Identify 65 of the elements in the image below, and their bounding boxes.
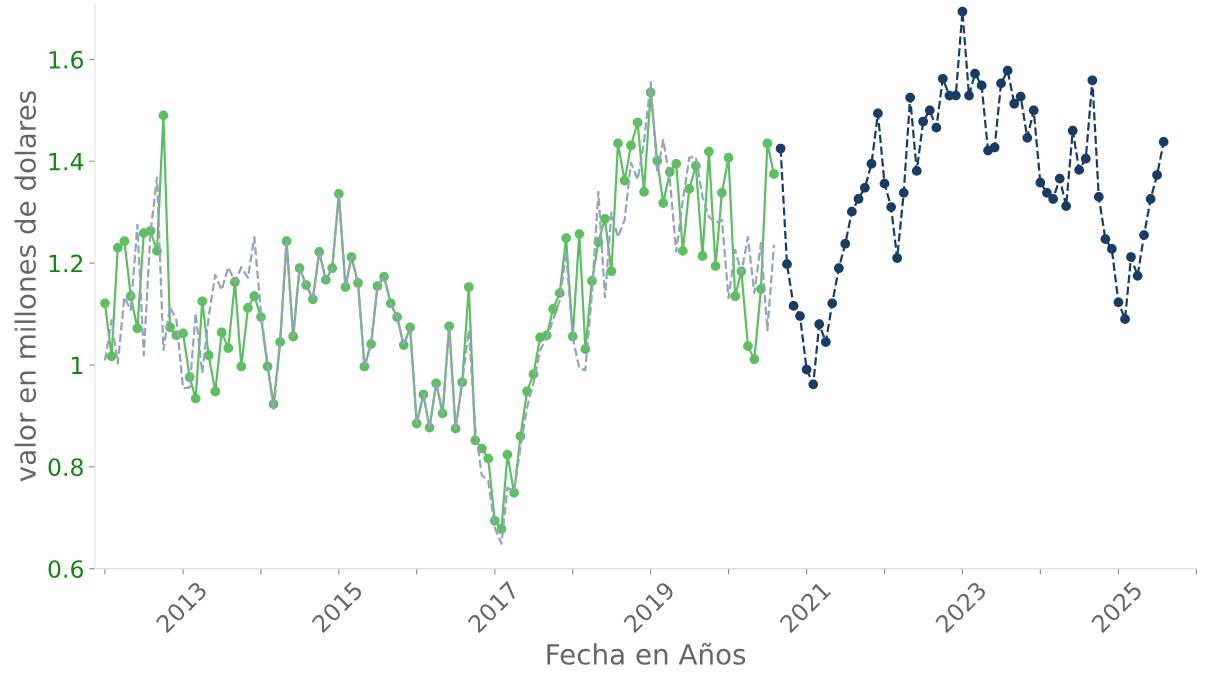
y-tick-label: 1.2 xyxy=(49,254,83,273)
point xyxy=(1145,194,1156,204)
point xyxy=(1022,132,1033,143)
point xyxy=(1080,153,1091,164)
point xyxy=(1139,230,1149,240)
point xyxy=(879,178,890,189)
point xyxy=(873,108,883,119)
point xyxy=(886,202,896,212)
y-tick-label: 1 xyxy=(72,356,83,374)
y-tick-label: 0.6 xyxy=(48,560,84,578)
point xyxy=(860,182,870,193)
point xyxy=(976,80,987,91)
point xyxy=(892,253,902,263)
point xyxy=(1054,173,1065,184)
point xyxy=(1067,125,1078,136)
point xyxy=(989,142,1000,153)
point xyxy=(1087,75,1098,86)
point xyxy=(937,73,948,84)
y-tick-label: 0.8 xyxy=(48,458,83,477)
point xyxy=(1152,170,1162,180)
point xyxy=(1042,187,1052,198)
point xyxy=(924,105,935,116)
point xyxy=(834,263,844,274)
point xyxy=(931,122,942,133)
point xyxy=(1126,252,1136,262)
point xyxy=(1158,137,1169,147)
point xyxy=(801,364,812,375)
point xyxy=(788,301,799,311)
point xyxy=(898,187,909,198)
point xyxy=(905,92,915,103)
point xyxy=(827,298,838,309)
point xyxy=(782,259,792,269)
point xyxy=(1120,314,1130,324)
point xyxy=(820,337,831,347)
point xyxy=(1028,105,1039,116)
point xyxy=(847,206,857,217)
point xyxy=(1093,192,1104,202)
point xyxy=(964,90,974,101)
point xyxy=(1035,177,1046,188)
point xyxy=(866,158,877,169)
point xyxy=(1061,201,1071,211)
point xyxy=(1048,194,1058,204)
point xyxy=(1015,91,1026,102)
point xyxy=(795,311,805,321)
point xyxy=(1009,98,1020,109)
point xyxy=(970,68,980,79)
point xyxy=(911,166,922,176)
point xyxy=(775,143,786,154)
x-axis-title: Fecha en Años xyxy=(547,642,746,665)
point xyxy=(1113,297,1124,308)
point xyxy=(1074,165,1085,175)
point xyxy=(1132,270,1143,281)
point xyxy=(853,194,864,204)
point xyxy=(996,78,1006,89)
point xyxy=(808,379,819,390)
point xyxy=(918,116,929,127)
point xyxy=(1100,234,1111,245)
point xyxy=(840,238,851,249)
point xyxy=(814,319,825,330)
y-tick-label: 1.6 xyxy=(49,50,84,69)
point xyxy=(957,6,968,17)
y-tick-label: 1.4 xyxy=(49,153,84,171)
point xyxy=(1002,65,1013,76)
point xyxy=(1106,243,1117,254)
y-axis-title: valor en millones de dolares xyxy=(14,91,37,482)
